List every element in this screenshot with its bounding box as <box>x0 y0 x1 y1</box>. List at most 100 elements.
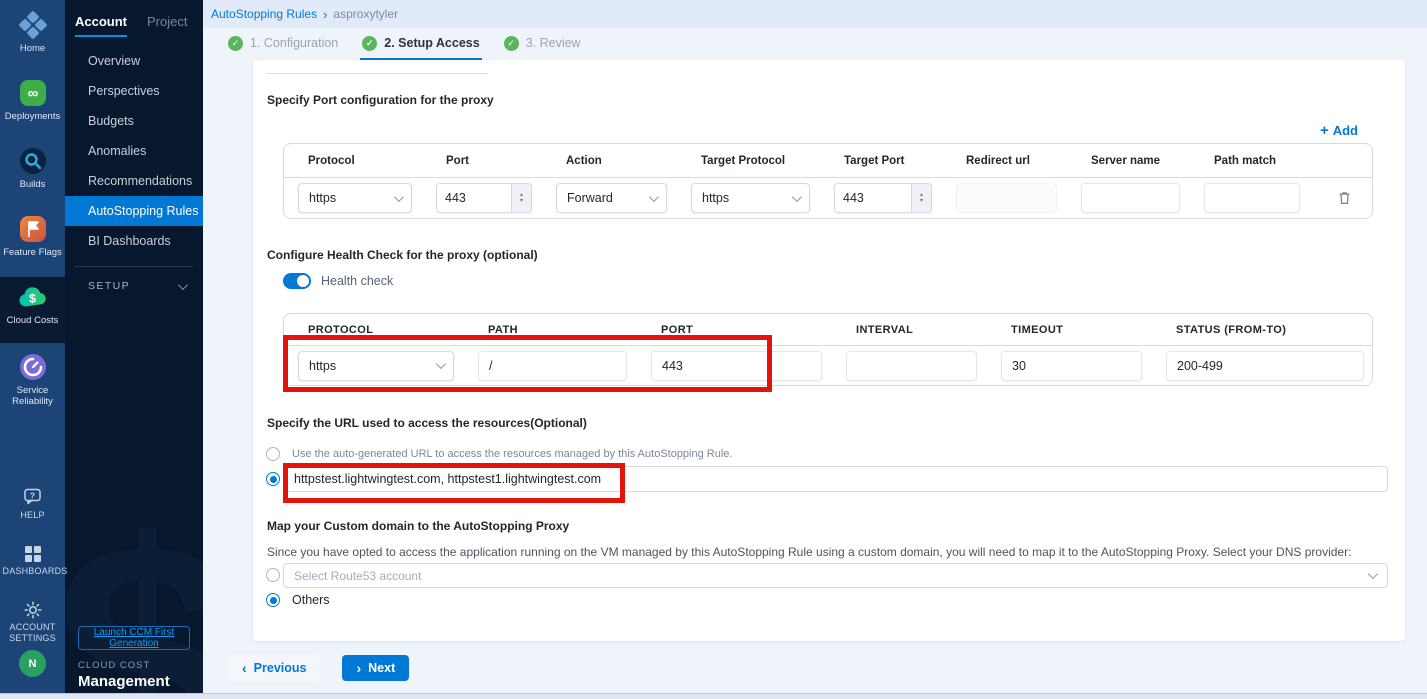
col-actions <box>1310 144 1374 177</box>
action-select[interactable]: Forward <box>556 183 667 213</box>
health-timeout-input[interactable] <box>1001 350 1142 381</box>
rail-item-help[interactable]: ? HELP <box>0 487 65 521</box>
auto-url-radio[interactable] <box>266 447 280 461</box>
protocol-select[interactable]: https <box>298 183 412 213</box>
custom-domain-title: Map your Custom domain to the AutoStoppi… <box>267 519 570 533</box>
custom-url-option <box>266 472 280 486</box>
svg-text:$: $ <box>29 292 36 306</box>
sidebar-item-bi-dashboards[interactable]: BI Dashboards <box>88 234 171 248</box>
rail-label: DASHBOARDS <box>2 566 68 576</box>
cloud-costs-icon: $ <box>17 284 49 312</box>
sidebar-item-recommendations[interactable]: Recommendations <box>88 174 193 188</box>
plus-icon: + <box>1319 122 1329 139</box>
svg-text:∞: ∞ <box>27 85 38 102</box>
setup-label: SETUP <box>88 280 131 292</box>
health-port-input[interactable] <box>651 350 822 381</box>
stepper-arrows[interactable]: ▴ ▾ <box>911 184 931 212</box>
server-name-input[interactable] <box>1081 183 1180 213</box>
custom-domain-description: Since you have opted to access the appli… <box>267 545 1352 559</box>
step-label: 1. Configuration <box>250 36 339 50</box>
col-path: PATH <box>488 323 518 336</box>
col-timeout: TIMEOUT <box>1011 323 1064 336</box>
url-section-title: Specify the URL used to access the resou… <box>267 416 587 430</box>
add-port-row-button[interactable]: + Add <box>1320 122 1358 139</box>
rail-label: Service Reliability <box>12 385 53 407</box>
rail-item-service-reliability[interactable]: Service Reliability <box>0 352 65 407</box>
redirect-url-input[interactable] <box>956 183 1057 213</box>
help-icon: ? <box>22 487 44 507</box>
sidebar-setup-toggle[interactable]: SETUP <box>65 279 203 292</box>
launch-ccm-first-gen-button[interactable]: Launch CCM First Generation <box>78 626 190 650</box>
route53-select[interactable] <box>283 563 1388 588</box>
harness-home-icon <box>18 10 48 40</box>
health-table-row: https <box>284 346 1372 385</box>
sidebar-divider <box>75 266 193 267</box>
target-port-stepper[interactable]: ▴ ▾ <box>834 183 932 213</box>
rail-item-account-settings[interactable]: ACCOUNT SETTINGS <box>0 601 65 644</box>
sidebar-item-perspectives[interactable]: Perspectives <box>88 84 160 98</box>
target-protocol-value: https <box>702 191 730 205</box>
check-circle-icon: ✓ <box>362 35 378 51</box>
port-stepper[interactable]: ▴ ▾ <box>436 183 532 213</box>
rail-item-dashboards[interactable]: DASHBOARDS <box>0 545 68 577</box>
previous-button[interactable]: ‹ Previous <box>228 655 321 681</box>
wizard-actions: ‹ Previous › Next <box>228 655 410 681</box>
col-status: STATUS (FROM-TO) <box>1176 323 1287 336</box>
delete-row-button[interactable] <box>1310 178 1374 218</box>
next-button[interactable]: › Next <box>342 655 410 681</box>
health-protocol-select[interactable]: https <box>298 350 454 381</box>
rail-item-deployments[interactable]: ∞ Deployments <box>0 78 65 122</box>
custom-url-input[interactable] <box>283 466 1388 492</box>
path-match-input[interactable] <box>1204 183 1300 213</box>
step-review[interactable]: ✓ 3. Review <box>502 28 583 60</box>
custom-url-radio[interactable] <box>266 472 280 486</box>
rail-item-cloud-costs[interactable]: $ Cloud Costs <box>0 284 65 326</box>
chevron-down-icon <box>435 359 446 370</box>
stepper-arrows[interactable]: ▴ ▾ <box>511 184 531 212</box>
sidebar-item-anomalies[interactable]: Anomalies <box>88 144 147 158</box>
chevron-down-icon <box>791 191 802 202</box>
sidebar-item-autostopping-rules[interactable]: AutoStopping Rules <box>65 196 203 226</box>
rail-label: Cloud Costs <box>6 315 59 326</box>
health-status-input[interactable] <box>1166 350 1364 381</box>
user-avatar[interactable]: N <box>19 650 46 677</box>
main-content: AutoStopping Rules › asproxytyler ✓ 1. C… <box>203 0 1427 693</box>
rail-item-home[interactable]: Home <box>0 10 65 54</box>
caret-down-icon: ▾ <box>519 198 523 204</box>
step-label: 3. Review <box>525 36 581 50</box>
breadcrumb-link-autostopping-rules[interactable]: AutoStopping Rules <box>211 7 318 21</box>
breadcrumb-separator-icon: › <box>323 6 328 22</box>
step-configuration[interactable]: ✓ 1. Configuration <box>226 28 340 60</box>
action-value: Forward <box>567 191 613 205</box>
tab-project[interactable]: Project <box>147 14 188 29</box>
col-action: Action <box>566 154 602 167</box>
caret-up-icon: ▴ <box>919 192 923 198</box>
col-target-protocol: Target Protocol <box>701 154 786 167</box>
sidebar-item-overview[interactable]: Overview <box>88 54 141 68</box>
product-brand: CLOUD COST Management <box>78 660 170 690</box>
health-table-header: PROTOCOL PATH PORT INTERVAL TIMEOUT STAT… <box>284 314 1372 346</box>
route53-select-input[interactable] <box>284 568 1368 583</box>
rail-item-builds[interactable]: Builds <box>0 146 65 190</box>
others-radio[interactable] <box>266 593 280 607</box>
step-label: 2. Setup Access <box>384 36 480 50</box>
health-check-toggle[interactable] <box>283 273 311 289</box>
rail-item-feature-flags[interactable]: Feature Flags <box>0 214 65 258</box>
tab-account[interactable]: Account <box>75 14 127 37</box>
setup-access-card: Specify Port configuration for the proxy… <box>253 60 1405 641</box>
dashboards-icon <box>24 545 42 563</box>
caret-down-icon: ▾ <box>919 198 923 204</box>
step-setup-access[interactable]: ✓ 2. Setup Access <box>360 28 482 60</box>
next-label: Next <box>368 661 396 675</box>
sidebar-item-budgets[interactable]: Budgets <box>88 114 134 128</box>
protocol-value: https <box>309 191 337 205</box>
health-interval-input[interactable] <box>846 350 977 381</box>
port-input[interactable] <box>437 184 511 212</box>
health-path-input[interactable] <box>478 350 627 381</box>
col-protocol: Protocol <box>308 154 355 167</box>
route53-radio[interactable] <box>266 568 280 582</box>
target-port-input[interactable] <box>835 184 911 212</box>
target-protocol-select[interactable]: https <box>691 183 810 213</box>
product-name: Management <box>78 673 170 690</box>
